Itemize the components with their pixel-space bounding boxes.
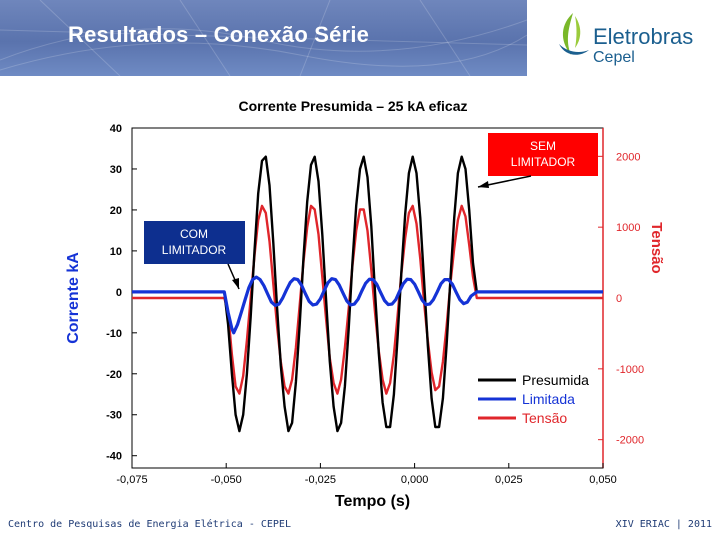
annotation-arrowhead — [232, 278, 239, 289]
x-tick-label: -0,025 — [305, 474, 336, 486]
annotation-sem-limitador-box — [488, 133, 598, 176]
eletrobras-logo: Eletrobras Cepel — [555, 10, 715, 70]
eletrobras-leaf-icon — [559, 13, 589, 55]
y-tick-label: 10 — [110, 246, 122, 258]
y2-axis-label: Tensão — [648, 222, 665, 273]
y2-tick-label: -2000 — [616, 435, 644, 447]
y-tick-label: 30 — [110, 164, 122, 176]
annotation-arrowhead — [478, 181, 489, 188]
logo-name: Eletrobras — [593, 24, 694, 49]
y-axis-label: Corrente kA — [65, 252, 82, 344]
x-tick-label: 0,025 — [495, 474, 523, 486]
annotation-sem-limitador-text: LIMITADOR — [511, 155, 576, 169]
y2-tick-label: -1000 — [616, 364, 644, 376]
y-tick-label: -40 — [106, 451, 122, 463]
y-tick-label: 20 — [110, 205, 122, 217]
x-tick-label: -0,075 — [116, 474, 147, 486]
logo-subtitle: Cepel — [593, 49, 635, 66]
annotation-com-limitador-text: LIMITADOR — [162, 243, 227, 257]
slide-header: Resultados – Conexão Série Eletrobras Ce… — [0, 0, 720, 76]
annotation-com-limitador-text: COM — [180, 227, 208, 241]
footer-event: XIV ERIAC | 2011 — [615, 519, 712, 530]
legend-label: Presumida — [522, 372, 589, 388]
y-tick-label: 0 — [116, 287, 122, 299]
chart-title: Corrente Presumida – 25 kA eficaz — [238, 98, 467, 114]
x-tick-label: -0,050 — [211, 474, 242, 486]
header-banner: Resultados – Conexão Série — [0, 0, 527, 76]
annotation-com-limitador-box — [144, 221, 245, 264]
series-line-limitada — [132, 275, 603, 335]
chart-labels: -0,075 -0,050 -0,025 0,000 0,025 0,050 40 30 20 1… — [65, 123, 665, 510]
power-lines-texture — [0, 0, 527, 76]
legend-label: Limitada — [522, 391, 575, 407]
y-tick-label: -30 — [106, 410, 122, 422]
y-tick-label: -10 — [106, 328, 122, 340]
chart-series — [132, 155, 603, 433]
footer-institution: Centro de Pesquisas de Energia Elétrica … — [8, 519, 291, 530]
y2-tick-label: 0 — [616, 293, 622, 305]
legend-label: Tensão — [522, 410, 567, 426]
y2-tick-label: 1000 — [616, 222, 640, 234]
series-line-presumida — [132, 155, 603, 433]
x-tick-label: 0,000 — [401, 474, 429, 486]
y-tick-label: 40 — [110, 123, 122, 135]
y2-tick-label: 2000 — [616, 151, 640, 163]
x-axis-label: Tempo (s) — [335, 493, 410, 510]
x-tick-label: 0,050 — [589, 474, 617, 486]
y-tick-label: -20 — [106, 369, 122, 381]
current-voltage-chart: Corrente Presumida – 25 kA eficaz -0,075… — [65, 98, 665, 510]
slide-title: Resultados – Conexão Série — [68, 22, 370, 47]
annotation-sem-limitador-text: SEM — [530, 139, 556, 153]
